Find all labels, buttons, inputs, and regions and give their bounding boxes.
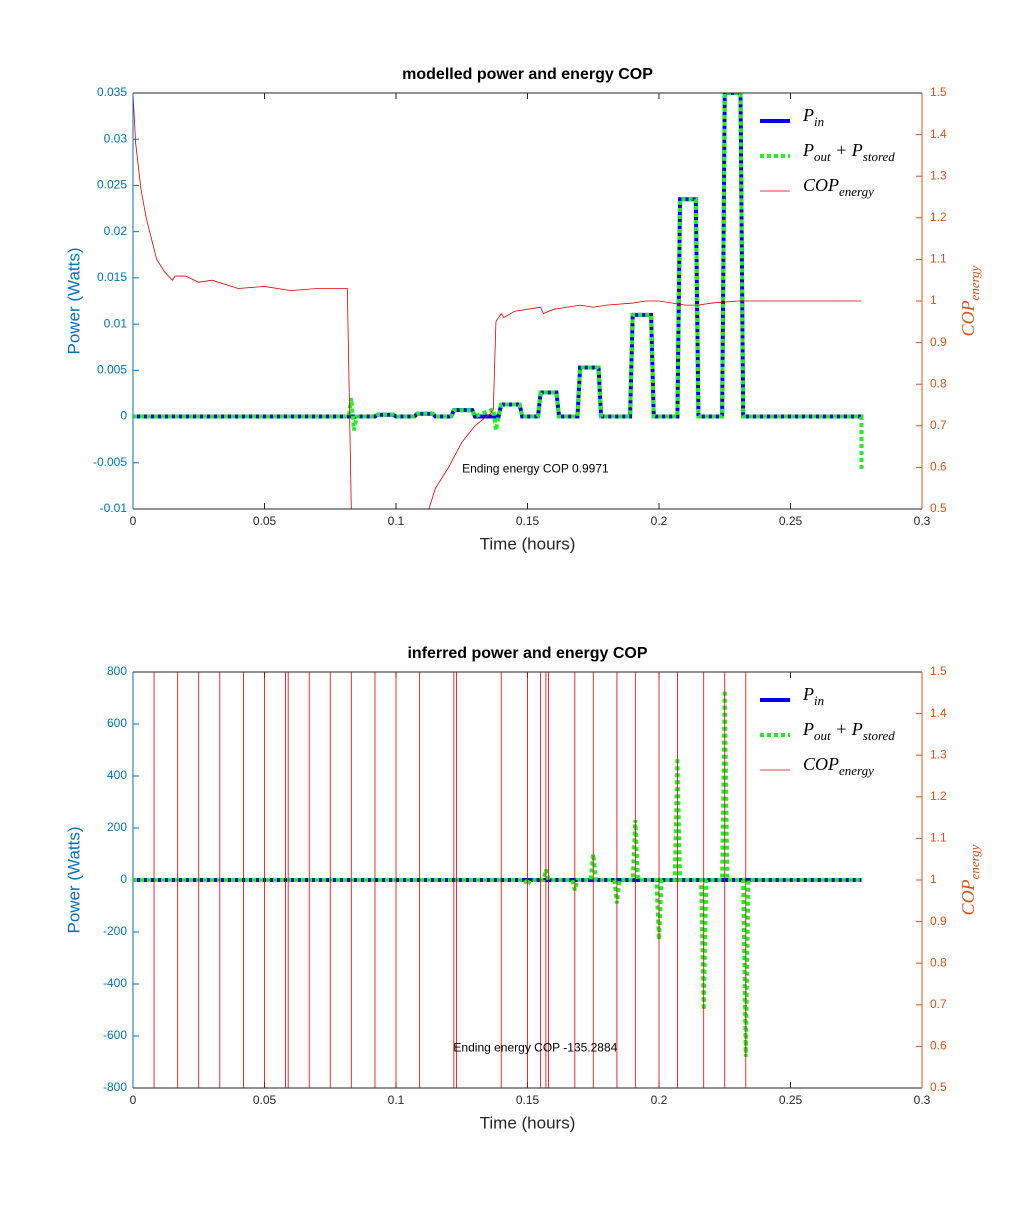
legend-label: Pout + Pstored (802, 140, 895, 164)
y-tick-label: -600 (103, 1028, 127, 1042)
x-tick-label: 0 (130, 1093, 137, 1107)
y2-axis-label: COPenergy (958, 265, 982, 336)
y2-tick-label: 1 (930, 872, 937, 886)
x-tick-label: 0.1 (388, 1093, 405, 1107)
y-tick-label: 0.005 (97, 363, 127, 377)
y2-tick-label: 1.1 (930, 252, 947, 266)
text-part: out (814, 149, 831, 164)
y-tick-label: 0.01 (104, 316, 128, 330)
y2-tick-label: 0.9 (930, 914, 947, 928)
series-group (133, 93, 864, 509)
x-axis-label: Time (hours) (480, 534, 576, 553)
y-tick-label: 0.035 (97, 85, 127, 99)
subplot: inferred power and energy COP 0 0.05 0.1 0.1… (64, 645, 982, 1132)
y2-tick-label: 0.9 (930, 335, 947, 349)
y2-tick-label: 1.5 (930, 85, 947, 99)
text-part: + P (831, 719, 863, 739)
text-part: + P (831, 140, 863, 160)
legend-label: Pout + Pstored (802, 719, 895, 743)
y-tick-label: 0.02 (104, 224, 128, 238)
legend-label: COPenergy (803, 754, 874, 778)
x-tick-label: 0.3 (914, 1093, 931, 1107)
x-tick-label: 0.25 (779, 514, 803, 528)
x-axis-label: Time (hours) (480, 1113, 576, 1132)
y-tick-label: 0 (120, 409, 127, 423)
y-tick-label: 200 (107, 820, 127, 834)
annotation: Ending energy COP 0.9971 (462, 462, 609, 476)
y2-tick-label: 0.8 (930, 955, 947, 969)
text-part: COP (803, 175, 839, 195)
y2-tick-label: 1.4 (930, 127, 947, 141)
y2-tick-label: 0.5 (930, 501, 947, 515)
x-tick-label: 0.2 (651, 1093, 668, 1107)
y2-tick-label: 0.7 (930, 997, 947, 1011)
chart-title: modelled power and energy COP (402, 66, 653, 83)
y2-tick-label: 1.3 (930, 747, 947, 761)
y2-tick-label: 1 (930, 293, 937, 307)
y2-tick-label: 0.5 (930, 1080, 947, 1094)
y-tick-label: 0.015 (97, 270, 127, 284)
y-tick-label: -200 (103, 924, 127, 938)
series-line (133, 93, 862, 509)
y-tick-label: 0.025 (97, 178, 127, 192)
text-part: energy (839, 184, 874, 199)
y-tick-label: 600 (107, 716, 127, 730)
text-part: COP (958, 879, 978, 915)
y-tick-label: 400 (107, 768, 127, 782)
subplot: modelled power and energy COP 0 0.05 0.1 0.1… (64, 66, 982, 553)
text-part: out (814, 728, 831, 743)
y-tick-label: 0 (120, 872, 127, 886)
y2-tick-label: 1.2 (930, 789, 947, 803)
text-part: COP (803, 754, 839, 774)
series-line (133, 93, 864, 473)
text-part: energy (967, 844, 982, 879)
y2-tick-label: 1.3 (930, 168, 947, 182)
y-tick-label: 0.03 (104, 131, 128, 145)
y2-axis-label: COPenergy (958, 844, 982, 915)
y-tick-label: 800 (107, 664, 127, 678)
legend-label: COPenergy (803, 175, 874, 199)
y-tick-label: -400 (103, 976, 127, 990)
legend-label: Pin (802, 105, 824, 129)
y-tick-label: -0.005 (93, 455, 127, 469)
text-part: P (802, 684, 814, 704)
y2-tick-label: 0.7 (930, 418, 947, 432)
x-tick-label: 0.2 (651, 514, 668, 528)
y-tick-label: -0.01 (100, 501, 128, 515)
text-part: energy (967, 265, 982, 300)
x-tick-label: 0.05 (253, 514, 277, 528)
y2-tick-label: 0.6 (930, 460, 947, 474)
chart-title: inferred power and energy COP (407, 645, 647, 662)
y2-tick-label: 1.5 (930, 664, 947, 678)
y2-tick-label: 0.6 (930, 1039, 947, 1053)
legend-label: Pin (802, 684, 824, 708)
x-tick-label: 0 (130, 514, 137, 528)
y-axis-label: Power (Watts) (64, 247, 83, 354)
text-part: in (814, 693, 824, 708)
x-tick-label: 0.25 (779, 1093, 803, 1107)
text-part: energy (839, 763, 874, 778)
x-tick-label: 0.3 (914, 514, 931, 528)
y2-tick-label: 1.2 (930, 210, 947, 224)
y-axis-label: Power (Watts) (64, 826, 83, 933)
y-tick-label: -800 (103, 1080, 127, 1094)
annotation: Ending energy COP -135.2884 (453, 1041, 617, 1055)
text-part: stored (863, 149, 896, 164)
text-part: P (802, 719, 814, 739)
text-part: P (802, 140, 814, 160)
text-part: P (802, 105, 814, 125)
y2-tick-label: 1.1 (930, 831, 947, 845)
x-tick-label: 0.15 (516, 1093, 540, 1107)
x-tick-label: 0.15 (516, 514, 540, 528)
y2-tick-label: 1.4 (930, 706, 947, 720)
x-tick-label: 0.1 (388, 514, 405, 528)
text-part: stored (863, 728, 896, 743)
y2-tick-label: 0.8 (930, 376, 947, 390)
text-part: in (814, 114, 824, 129)
x-tick-label: 0.05 (253, 1093, 277, 1107)
text-part: COP (958, 300, 978, 336)
series-group (133, 672, 862, 1088)
